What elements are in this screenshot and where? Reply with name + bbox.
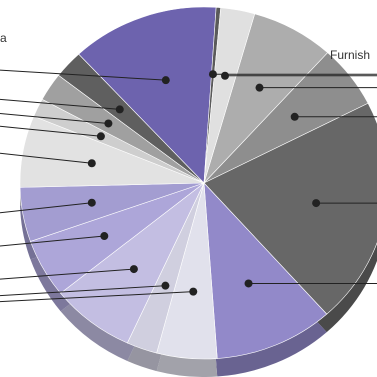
leader-dot-12 <box>115 105 124 114</box>
leader-dot-7 <box>100 232 109 241</box>
leader-dot-3 <box>244 279 253 288</box>
pie-slice-3 <box>203 182 328 359</box>
pie-slice-13 <box>78 6 217 184</box>
leader-line-11 <box>0 112 109 124</box>
leader-dot-9 <box>87 159 96 168</box>
leader-dot-13 <box>161 76 170 85</box>
leader-dot-11 <box>104 119 113 128</box>
slice-labels-layer: Furnish a <box>0 31 370 62</box>
leader-line-7 <box>0 235 105 247</box>
leader-line-8 <box>0 202 92 214</box>
pie-slices-layer <box>19 6 377 360</box>
slice-label-top-left: a <box>0 31 7 45</box>
leader-line-4 <box>0 291 194 303</box>
leader-line-13 <box>0 69 166 81</box>
leader-dot-5 <box>161 281 170 290</box>
leader-dot-14 <box>208 70 217 79</box>
leader-line-5 <box>0 285 166 297</box>
pie-slice-15 <box>203 7 256 184</box>
slice-label-top-right: Furnish <box>330 48 370 62</box>
leader-line-10 <box>0 125 101 137</box>
leader-dot-2 <box>312 199 321 208</box>
leader-dot-15 <box>221 71 230 80</box>
leader-dot-10 <box>96 132 105 141</box>
pie-slice-2 <box>203 102 377 315</box>
leader-line-9 <box>0 152 92 164</box>
leader-dot-0 <box>255 83 264 92</box>
leader-lines-layer <box>0 69 377 303</box>
leader-dot-8 <box>87 198 96 207</box>
leader-line-6 <box>0 268 134 280</box>
leader-dot-4 <box>189 287 198 296</box>
leader-dot-1 <box>290 112 299 121</box>
leader-dot-6 <box>129 265 138 274</box>
leader-line-12 <box>0 98 120 110</box>
